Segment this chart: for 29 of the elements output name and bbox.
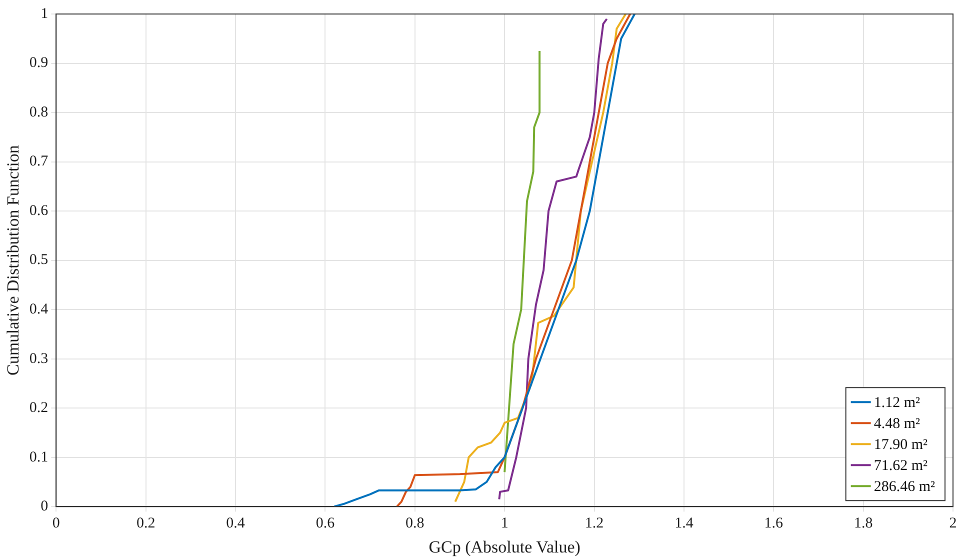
- legend-label: 17.90 m²: [874, 437, 928, 454]
- y-tick-label: 0.3: [29, 350, 48, 367]
- x-tick-label: 1.4: [674, 516, 694, 532]
- x-axis-title: GCp (Absolute Value): [428, 537, 580, 556]
- legend-label: 286.46 m²: [874, 479, 936, 496]
- y-tick-label: 0.2: [29, 400, 48, 416]
- y-axis-title: Cumulative Distribution Function: [4, 144, 23, 376]
- y-tick-label: 0.1: [29, 449, 48, 466]
- x-tick-label: 1.8: [854, 516, 873, 532]
- x-tick-label: 0: [52, 516, 60, 532]
- y-tick-label: 0.5: [29, 252, 48, 268]
- legend-label: 4.48 m²: [874, 416, 921, 432]
- x-tick-label: 1.2: [584, 516, 604, 532]
- x-tick-label: 1: [500, 516, 508, 532]
- y-tick-label: 0.8: [29, 104, 48, 120]
- x-tick-label: 0.6: [316, 516, 336, 532]
- x-tick-label: 2: [949, 516, 957, 532]
- y-tick-label: 0.4: [29, 301, 49, 318]
- y-tick-label: 1: [40, 6, 48, 22]
- x-tick-label: 0.8: [406, 516, 424, 532]
- x-tick-label: 0.4: [226, 516, 246, 532]
- y-tick-label: 0.6: [29, 202, 49, 219]
- legend-label: 1.12 m²: [874, 395, 921, 412]
- x-tick-label: 1.6: [764, 516, 784, 532]
- legend-label: 71.62 m²: [874, 458, 928, 474]
- x-tick-label: 0.2: [136, 516, 156, 532]
- y-tick-label: 0.7: [29, 154, 49, 170]
- y-tick-label: 0.9: [29, 55, 48, 72]
- y-tick-label: 0: [40, 498, 48, 515]
